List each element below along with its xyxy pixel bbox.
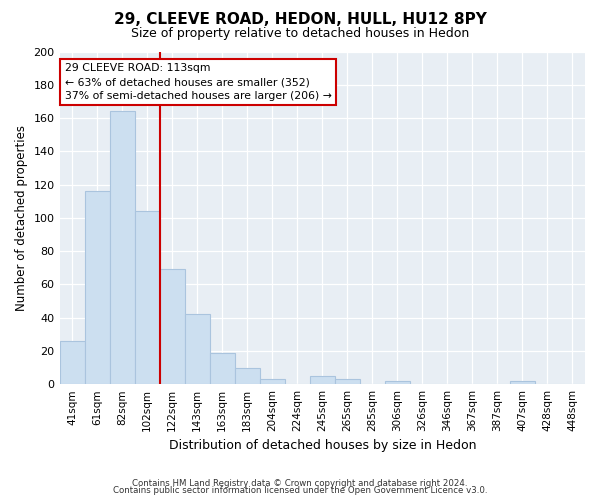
- Bar: [510, 381, 535, 384]
- Bar: [134, 211, 160, 384]
- Text: 29, CLEEVE ROAD, HEDON, HULL, HU12 8PY: 29, CLEEVE ROAD, HEDON, HULL, HU12 8PY: [113, 12, 487, 28]
- Text: Size of property relative to detached houses in Hedon: Size of property relative to detached ho…: [131, 28, 469, 40]
- Y-axis label: Number of detached properties: Number of detached properties: [15, 125, 28, 311]
- Text: 29 CLEEVE ROAD: 113sqm
← 63% of detached houses are smaller (352)
37% of semi-de: 29 CLEEVE ROAD: 113sqm ← 63% of detached…: [65, 63, 332, 101]
- Bar: [185, 314, 209, 384]
- X-axis label: Distribution of detached houses by size in Hedon: Distribution of detached houses by size …: [169, 440, 476, 452]
- Bar: [335, 379, 360, 384]
- Text: Contains public sector information licensed under the Open Government Licence v3: Contains public sector information licen…: [113, 486, 487, 495]
- Bar: [209, 352, 235, 384]
- Bar: [85, 191, 110, 384]
- Bar: [385, 381, 410, 384]
- Bar: [260, 379, 285, 384]
- Bar: [310, 376, 335, 384]
- Bar: [160, 270, 185, 384]
- Bar: [235, 368, 260, 384]
- Text: Contains HM Land Registry data © Crown copyright and database right 2024.: Contains HM Land Registry data © Crown c…: [132, 478, 468, 488]
- Bar: [110, 112, 134, 384]
- Bar: [59, 341, 85, 384]
